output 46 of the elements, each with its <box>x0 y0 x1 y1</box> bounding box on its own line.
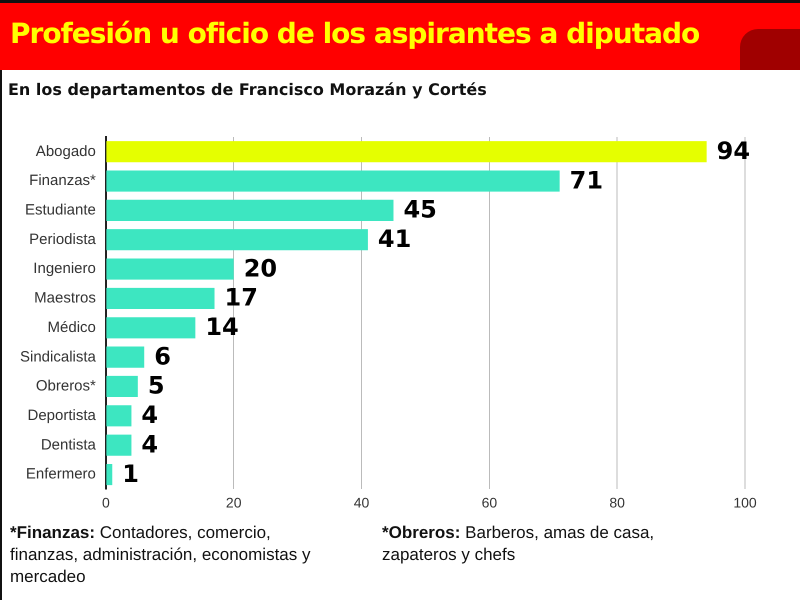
y-tick-label: Periodista <box>29 230 97 248</box>
x-tick-label: 100 <box>733 494 757 510</box>
y-tick-label: Maestros <box>34 290 96 307</box>
y-tick-label: Ingeniero <box>33 260 96 278</box>
chart-subtitle: En los departamentos de Francisco Morazán y Cortés <box>8 80 487 99</box>
y-tick-label: Finanzas* <box>29 172 96 190</box>
data-label: 20 <box>244 254 278 282</box>
x-tick-label: 60 <box>482 494 498 510</box>
bar <box>106 288 215 309</box>
text: *Obreros: Barberos, amas de casa, zapateros y chefs <box>382 522 656 566</box>
data-label: 94 <box>716 136 750 165</box>
data-label: 5 <box>148 372 165 400</box>
data-label: 6 <box>154 342 171 370</box>
y-tick-label: Abogado <box>36 142 96 160</box>
chart-title: Profesión u oficio de los aspirantes a diputado <box>9 16 700 50</box>
text: *Finanzas: Contadores, comercio, finanzas, administración, economistas y mercadeo <box>10 522 312 588</box>
y-tick-label: Obreros* <box>36 378 96 395</box>
bar <box>106 376 138 398</box>
y-tick-label: Médico <box>48 318 96 336</box>
y-tick-label: Enfermero <box>26 466 96 483</box>
data-label: 4 <box>141 430 158 458</box>
bar <box>106 141 707 162</box>
data-label: 17 <box>224 284 258 312</box>
bar <box>106 200 394 221</box>
bar <box>106 346 144 368</box>
y-tick-label: Deportista <box>27 406 97 424</box>
data-label: 14 <box>205 313 239 342</box>
y-tick-label: Sindicalista <box>20 348 97 366</box>
bar <box>106 258 234 280</box>
x-tick-label: 80 <box>609 494 626 510</box>
bar <box>106 317 196 338</box>
data-label: 41 <box>378 224 412 253</box>
data-label: 45 <box>403 196 437 224</box>
data-label: 1 <box>122 460 139 488</box>
y-tick-label: Estudiante <box>24 202 96 219</box>
bar <box>106 464 112 486</box>
x-tick-label: 0 <box>102 494 110 510</box>
y-tick-label: Dentista <box>40 436 97 454</box>
x-tick-label: 20 <box>226 494 242 510</box>
data-label: 71 <box>570 166 604 194</box>
data-label: 4 <box>141 401 158 430</box>
x-tick-label: 40 <box>354 494 370 510</box>
bar <box>106 405 132 426</box>
bar <box>106 170 560 192</box>
bar <box>106 434 132 456</box>
bar <box>106 229 368 250</box>
